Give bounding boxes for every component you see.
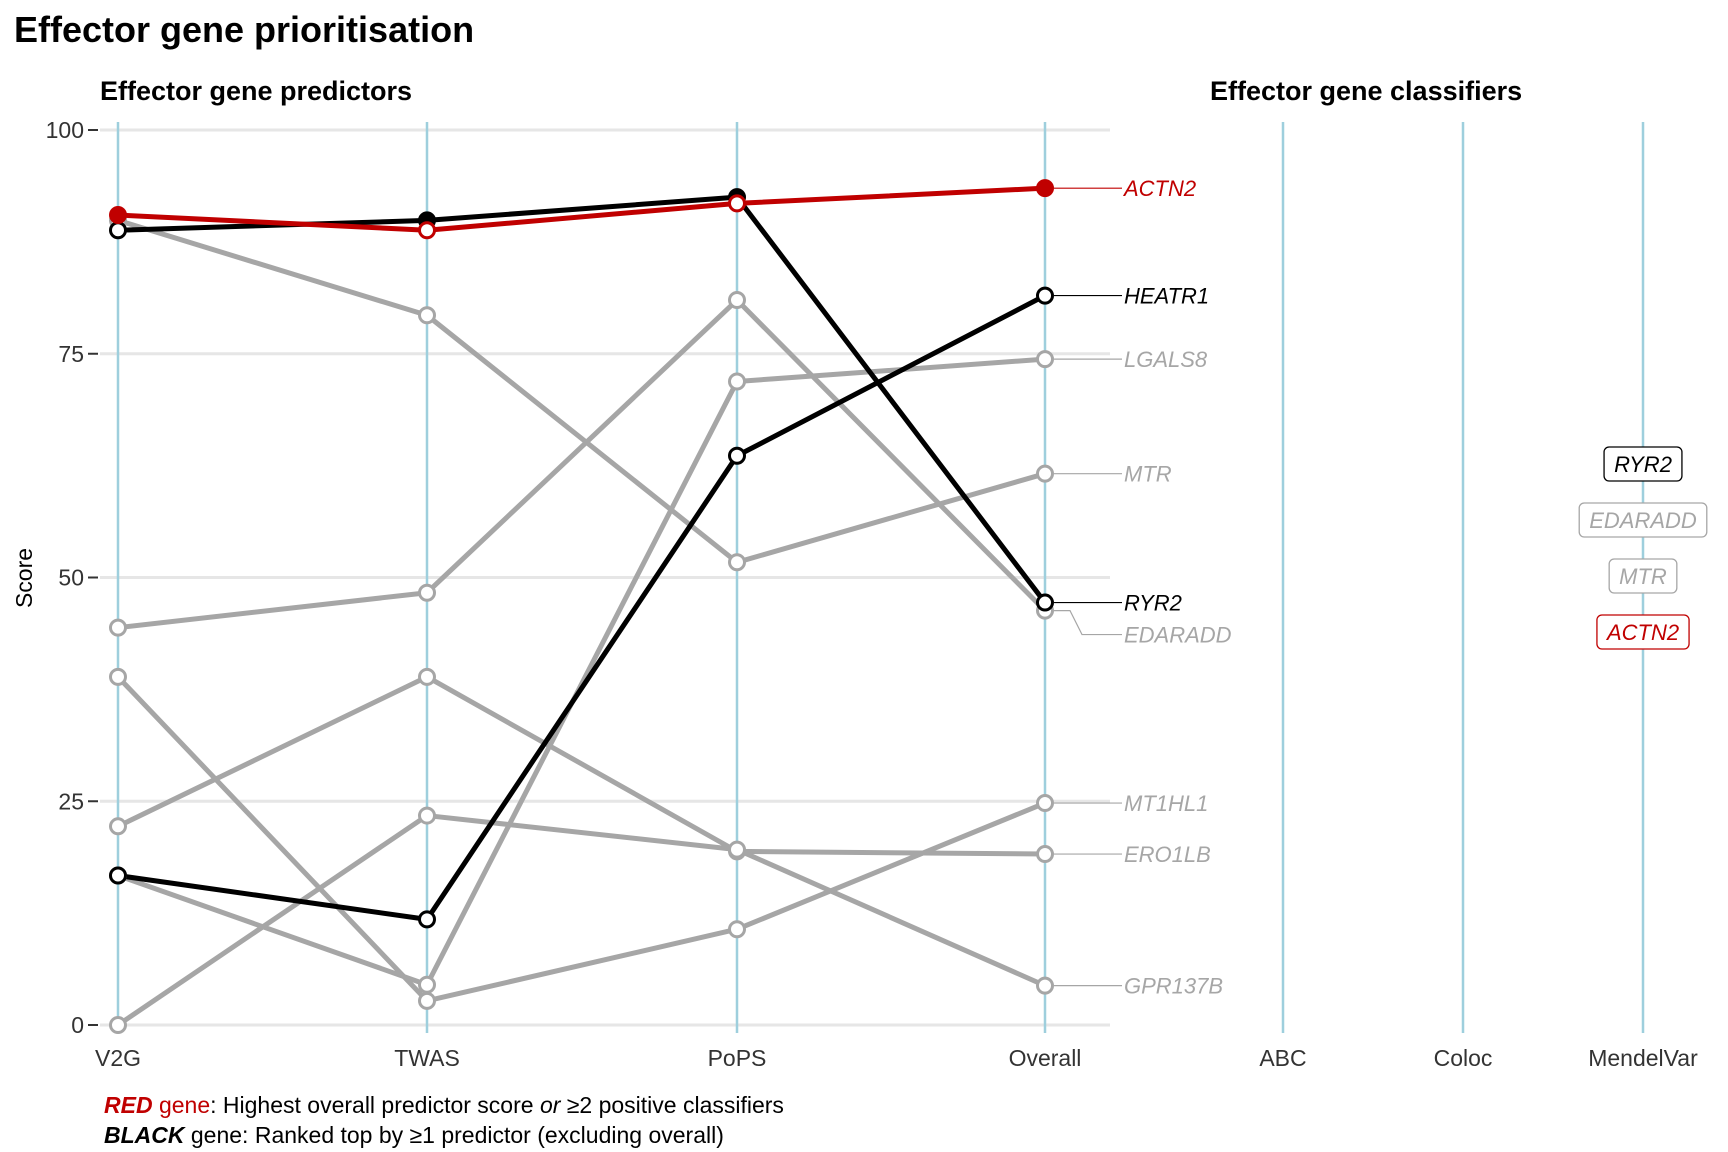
series-line-gpr137b <box>116 813 1047 1028</box>
gene-label-mtr: MTR <box>1124 462 1172 487</box>
legend-red-word: RED <box>104 1092 153 1118</box>
data-point-lgals8 <box>418 975 436 994</box>
series-line-ero1lb <box>116 674 1046 857</box>
gene-label-mt1hl1: MT1HL1 <box>1124 791 1208 816</box>
data-point-edaradd <box>728 291 746 310</box>
y-tick-label: 0 <box>71 1012 84 1038</box>
data-point-mt1hl1 <box>109 667 127 686</box>
classifier-label-box <box>1596 614 1690 650</box>
classifier-label-text: RYR2 <box>1614 452 1672 477</box>
classifier-label-edaradd: EDARADD <box>1578 502 1708 538</box>
data-point-actn2 <box>418 221 436 240</box>
series-line-mt1hl1 <box>116 675 1046 1004</box>
classifier-label-actn2: ACTN2 <box>1596 614 1690 650</box>
data-point-ryr2 <box>109 221 127 240</box>
classifier-label-text: MTR <box>1619 564 1667 589</box>
y-tick-label: 25 <box>58 788 84 814</box>
data-point-ero1lb <box>418 667 436 686</box>
data-point-mtr <box>728 553 746 572</box>
series-line-mtr <box>117 218 1046 565</box>
y-tick-label: 75 <box>58 341 84 367</box>
data-point-actn2 <box>1036 179 1054 198</box>
legend-black-word: BLACK <box>104 1122 185 1148</box>
classifier-label-box <box>1578 502 1708 538</box>
data-point-heatr1 <box>109 866 127 885</box>
data-point-edaradd <box>418 583 436 602</box>
legend-black-text: gene: Ranked top by ≥1 predictor (exclud… <box>184 1122 724 1148</box>
chart-title: Effector gene prioritisation <box>14 9 474 50</box>
x-tick-label: V2G <box>95 1045 141 1071</box>
classifier-tick-label: ABC <box>1259 1045 1306 1071</box>
data-point-lgals8 <box>1036 350 1054 369</box>
x-tick-label: TWAS <box>394 1045 460 1071</box>
gene-label-heatr1: HEATR1 <box>1124 284 1209 309</box>
data-point-mtr <box>1036 464 1054 483</box>
gene-label-edaradd: EDARADD <box>1124 623 1232 648</box>
data-point-actn2 <box>109 206 127 225</box>
data-point-gpr137b <box>109 1016 127 1034</box>
gene-label-ryr2: RYR2 <box>1124 591 1182 616</box>
data-point-mt1hl1 <box>418 991 436 1010</box>
data-point-heatr1 <box>1036 286 1054 305</box>
legend-red-text-a: : Highest overall predictor score <box>210 1092 540 1118</box>
classifier-label-text: ACTN2 <box>1605 620 1679 645</box>
y-tick-label: 100 <box>46 117 84 143</box>
series-line-edaradd <box>117 297 1047 631</box>
data-point-ero1lb <box>109 817 127 836</box>
series-line-lgals8 <box>117 356 1046 988</box>
classifier-label-text: EDARADD <box>1589 508 1697 533</box>
series-line-actn2 <box>117 185 1046 233</box>
classifier-label-box <box>1603 446 1683 482</box>
data-point-ero1lb <box>1036 845 1054 864</box>
predictors-panel-title: Effector gene predictors <box>100 76 412 106</box>
data-point-actn2 <box>728 194 746 213</box>
gene-label-actn2: ACTN2 <box>1122 176 1196 201</box>
gene-label-gpr137b: GPR137B <box>1124 974 1223 999</box>
legend-red-text-b: ≥2 positive classifiers <box>560 1092 784 1118</box>
label-connector <box>1054 610 1122 636</box>
y-axis-title: Score <box>11 548 37 608</box>
x-tick-label: Overall <box>1009 1045 1082 1071</box>
classifier-tick-label: Coloc <box>1434 1045 1493 1071</box>
data-point-mt1hl1 <box>1036 794 1054 813</box>
x-tick-label: PoPS <box>708 1045 767 1071</box>
y-tick-label: 50 <box>58 565 84 591</box>
data-point-heatr1 <box>728 446 746 465</box>
data-point-heatr1 <box>418 910 436 929</box>
classifier-label-mtr: MTR <box>1608 558 1678 594</box>
data-point-edaradd <box>109 618 127 637</box>
classifier-label-ryr2: RYR2 <box>1603 446 1683 482</box>
data-point-gpr137b <box>418 806 436 825</box>
legend-red-note: RED gene: Highest overall predictor scor… <box>104 1092 784 1119</box>
classifiers-panel-title: Effector gene classifiers <box>1210 76 1522 106</box>
data-point-gpr137b <box>1036 976 1054 995</box>
classifier-tick-label: MendelVar <box>1588 1045 1698 1071</box>
data-point-mt1hl1 <box>728 920 746 939</box>
data-point-lgals8 <box>728 372 746 391</box>
data-point-ryr2 <box>1036 593 1054 612</box>
legend-red-or: or <box>539 1092 561 1118</box>
gene-label-lgals8: LGALS8 <box>1124 347 1208 372</box>
series-line-ryr2 <box>117 194 1047 605</box>
classifier-label-box <box>1608 558 1678 594</box>
data-point-mtr <box>418 306 436 325</box>
gene-label-ero1lb: ERO1LB <box>1124 842 1211 867</box>
series-line-heatr1 <box>117 293 1047 922</box>
data-point-gpr137b <box>728 840 746 859</box>
legend-black-note: BLACK gene: Ranked top by ≥1 predictor (… <box>104 1122 724 1149</box>
legend-red-gene: gene <box>152 1092 211 1118</box>
